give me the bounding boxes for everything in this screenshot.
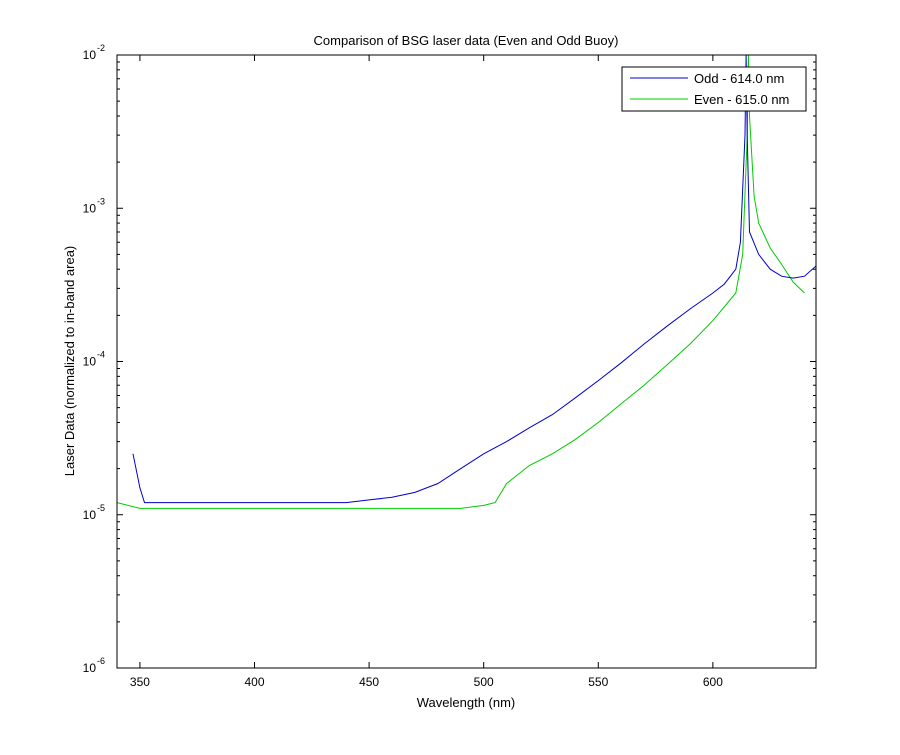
series-line-odd <box>132 55 816 504</box>
y-tick-label: 10 <box>83 508 97 522</box>
y-tick-label: 10 <box>83 661 97 675</box>
y-tick-exponent: -3 <box>97 196 105 206</box>
y-tick-label: 10 <box>83 48 97 62</box>
x-tick-label: 450 <box>359 675 379 689</box>
legend-odd-label: Odd - 614.0 nm <box>694 71 784 86</box>
y-tick-exponent: -4 <box>97 350 105 360</box>
x-tick-label: 500 <box>474 675 494 689</box>
x-tick-label: 600 <box>703 675 723 689</box>
y-axis-label: Laser Data (normalized to in-band area) <box>62 246 77 477</box>
legend-even-label: Even - 615.0 nm <box>694 92 789 107</box>
x-axis-label: Wavelength (nm) <box>417 695 516 710</box>
y-tick-exponent: -6 <box>97 656 105 666</box>
x-tick-label: 400 <box>244 675 264 689</box>
chart-title: Comparison of BSG laser data (Even and O… <box>314 33 619 48</box>
y-tick-exponent: -5 <box>97 503 105 513</box>
y-tick-label: 10 <box>83 355 97 369</box>
plot-area <box>117 55 816 668</box>
legend: Odd - 614.0 nm Even - 615.0 nm <box>621 66 807 112</box>
x-tick-label: 550 <box>588 675 608 689</box>
y-tick-exponent: -2 <box>97 43 105 53</box>
legend-box <box>621 66 807 112</box>
y-tick-label: 10 <box>83 201 97 215</box>
x-tick-label: 350 <box>130 675 150 689</box>
